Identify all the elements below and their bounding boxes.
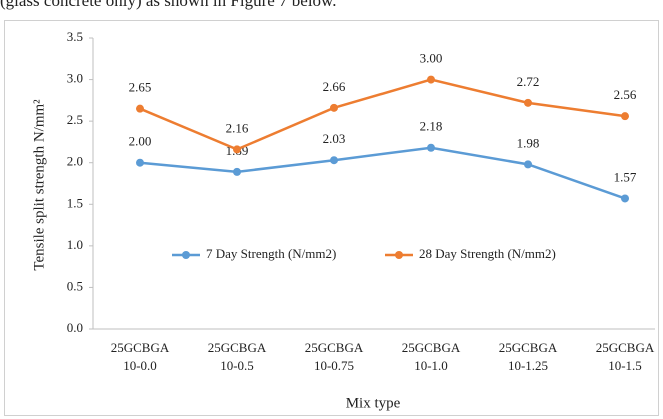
x-tick-label: 25GCBGA 10-0.0 <box>111 340 170 373</box>
x-tick-line: 10-0.5 <box>220 358 254 373</box>
data-label: 2.03 <box>323 131 346 146</box>
y-tick-label: 2.0 <box>67 154 83 169</box>
x-tick-line: 25GCBGA <box>499 340 558 355</box>
point <box>330 103 338 112</box>
point <box>136 158 144 167</box>
y-tick-label: 1.0 <box>67 237 83 252</box>
x-tick-line: 10-0.75 <box>314 358 354 373</box>
y-tick-label: 1.5 <box>67 195 83 210</box>
x-tick-line: 25GCBGA <box>402 340 461 355</box>
data-label: 3.00 <box>420 51 443 66</box>
point <box>427 143 435 152</box>
point <box>621 194 629 203</box>
data-label: 2.16 <box>226 120 249 135</box>
series-line <box>139 146 626 200</box>
y-tick-label: 0.0 <box>67 320 83 335</box>
y-tick-label: 2.5 <box>67 112 83 127</box>
point <box>621 112 629 121</box>
x-tick-label: 25GCBGA 10-0.75 <box>305 340 364 373</box>
point <box>427 75 435 84</box>
point <box>524 160 532 169</box>
point <box>524 98 532 107</box>
x-axis-title: Mix type <box>346 395 401 411</box>
legend-label: 28 Day Strength (N/mm2) <box>419 246 556 261</box>
x-tick-line: 25GCBGA <box>596 340 655 355</box>
x-tick-label: 25GCBGA 10-1.5 <box>596 340 655 373</box>
x-tick-line: 10-0.0 <box>123 358 157 373</box>
legend-marker <box>182 251 190 259</box>
x-tick-line: 10-1.0 <box>414 358 448 373</box>
y-axis-title: Tensile split strength N/mm² <box>31 99 47 271</box>
point <box>136 104 144 113</box>
series-line <box>139 78 626 151</box>
page-text: (glass concrete only) as shown in Figure… <box>0 0 336 10</box>
x-tick-label: 25GCBGA 10-0.5 <box>208 340 267 373</box>
legend-marker <box>395 251 403 259</box>
data-label: 2.00 <box>129 134 152 149</box>
data-label: 2.56 <box>614 87 637 102</box>
x-tick-line: 25GCBGA <box>305 340 364 355</box>
x-tick-line: 25GCBGA <box>208 340 267 355</box>
data-label: 2.18 <box>420 119 443 134</box>
chart-border <box>4 20 659 416</box>
y-tick-label: 3.0 <box>67 71 83 86</box>
data-label: 2.65 <box>129 80 152 95</box>
legend-label: 7 Day Strength (N/mm2) <box>206 246 336 261</box>
x-tick-line: 10-1.5 <box>608 358 642 373</box>
x-tick-label: 25GCBGA 10-1.0 <box>402 340 461 373</box>
point <box>233 167 241 176</box>
y-tick-label: 3.5 <box>67 29 83 44</box>
point <box>233 145 241 154</box>
data-label: 1.57 <box>614 169 637 184</box>
x-tick-line: 10-1.25 <box>508 358 548 373</box>
x-tick-label: 25GCBGA 10-1.25 <box>499 340 558 373</box>
data-label: 1.98 <box>517 135 540 150</box>
y-tick-label: 0.5 <box>67 278 83 293</box>
data-label: 2.72 <box>517 74 540 89</box>
data-label: 2.66 <box>323 79 346 94</box>
point <box>330 156 338 165</box>
x-tick-line: 25GCBGA <box>111 340 170 355</box>
